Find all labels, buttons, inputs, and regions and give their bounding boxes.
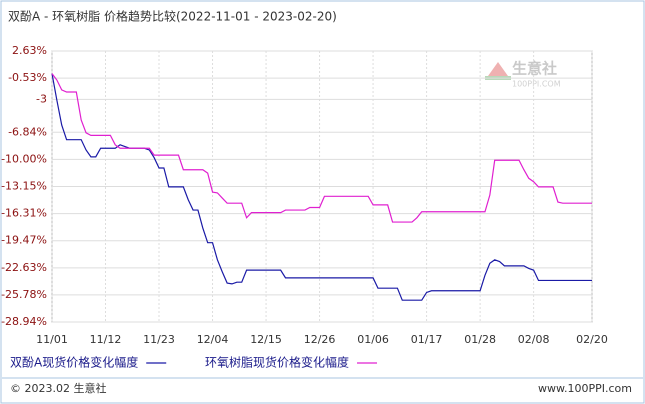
y-tick-label: -3: [36, 92, 47, 105]
y-tick-label: -28.94%: [1, 315, 47, 328]
x-tick-label: 12/15: [250, 333, 282, 346]
x-tick-label: 01/06: [357, 333, 389, 346]
y-tick-label: -0.53%: [8, 71, 47, 84]
x-tick-label: 12/26: [304, 333, 336, 346]
x-tick-label: 02/08: [518, 333, 550, 346]
x-tick-label: 02/20: [576, 333, 608, 346]
footer-left: © 2023.02 生意社: [10, 381, 106, 395]
series-line: [51, 73, 592, 223]
watermark-logo: [488, 62, 508, 76]
y-tick-label: -13.15%: [1, 179, 47, 192]
legend-label: 环氧树脂现货价格变化幅度: [205, 355, 349, 370]
watermark-name: 生意社: [512, 60, 557, 78]
x-tick-label: 12/04: [197, 333, 229, 346]
x-tick-label: 11/01: [36, 333, 68, 346]
y-tick-label: -16.31%: [1, 207, 47, 220]
x-tick-label: 11/12: [90, 333, 122, 346]
y-tick-label: 2.63%: [12, 44, 47, 57]
y-tick-label: -6.84%: [8, 125, 47, 138]
y-tick-label: -10.00%: [1, 152, 47, 165]
x-tick-label: 11/23: [143, 333, 175, 346]
y-tick-label: -25.78%: [1, 288, 47, 301]
x-tick-label: 01/17: [411, 333, 443, 346]
footer-right: www.100PPI.com: [538, 382, 632, 395]
legend-label: 双酚A现货价格变化幅度: [10, 355, 138, 370]
chart-title: 双酚A - 环氧树脂 价格趋势比较(2022-11-01 - 2023-02-2…: [8, 9, 337, 24]
y-tick-label: -19.47%: [1, 234, 47, 247]
x-tick-label: 01/28: [464, 333, 496, 346]
y-tick-label: -22.63%: [1, 261, 47, 274]
watermark-site: 100PPI.COM: [512, 80, 561, 89]
